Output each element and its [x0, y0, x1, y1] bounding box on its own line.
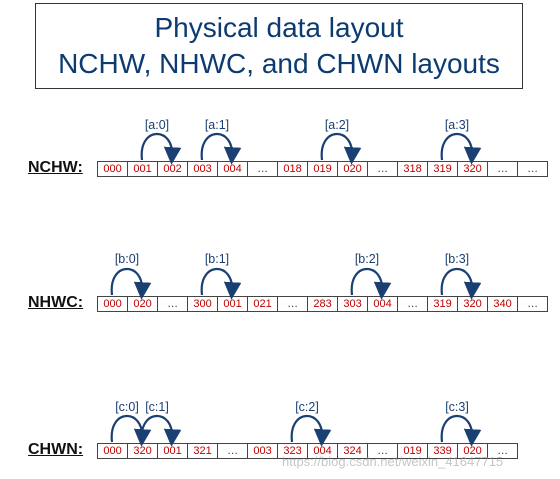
arc-arrow — [350, 267, 392, 300]
memory-cell: 000 — [97, 296, 129, 312]
arc-arrow — [440, 132, 482, 165]
memory-cell: … — [487, 443, 519, 459]
memory-cell: 303 — [337, 296, 369, 312]
arc-arrow — [440, 414, 482, 447]
memory-cell: 001 — [127, 161, 159, 177]
memory-cell: 018 — [277, 161, 309, 177]
memory-cell: 340 — [487, 296, 519, 312]
memory-cell: 321 — [187, 443, 219, 459]
memory-cell: 000 — [97, 443, 129, 459]
arc-arrow — [110, 267, 152, 300]
arc-label: [c:2] — [295, 400, 319, 414]
arc-label: [c:1] — [145, 400, 169, 414]
memory-cell: 003 — [187, 161, 219, 177]
arc-label: [a:0] — [144, 118, 170, 132]
memory-cell: 002 — [157, 161, 189, 177]
arc-arrow — [290, 414, 332, 447]
memory-cell: 020 — [127, 296, 159, 312]
memory-cell: 320 — [127, 443, 159, 459]
memory-cell: 318 — [397, 161, 429, 177]
arc-arrow — [110, 414, 152, 447]
memory-cell: 320 — [457, 161, 489, 177]
cell-strip: 000 001 002 003 004… 018 019 020… 318 319 320…… — [97, 161, 549, 177]
arc-arrow — [320, 132, 362, 165]
memory-cell: 004 — [307, 443, 339, 459]
memory-cell: 019 — [307, 161, 339, 177]
arc-label: [b:1] — [204, 252, 230, 266]
memory-cell: 320 — [457, 296, 489, 312]
memory-cell: … — [517, 161, 549, 177]
arc-arrow — [200, 267, 242, 300]
memory-cell: 003 — [247, 443, 279, 459]
arc-arrow — [440, 267, 482, 300]
memory-cell: 001 — [217, 296, 249, 312]
memory-cell: 319 — [427, 296, 459, 312]
memory-cell: 000 — [97, 161, 129, 177]
arc-label: [c:0] — [115, 400, 139, 414]
title-line-2: NCHW, NHWC, and CHWN layouts — [58, 48, 500, 79]
memory-cell: … — [217, 443, 249, 459]
title-box: Physical data layout NCHW, NHWC, and CHW… — [35, 3, 523, 89]
memory-cell: … — [157, 296, 189, 312]
row-label: CHWN: — [28, 441, 84, 458]
arc-label: [c:3] — [445, 400, 469, 414]
arc-label: [b:0] — [114, 252, 140, 266]
cell-strip: 000 320 001 321… 003 323 004 324… 019 339 020… — [97, 443, 519, 459]
arc-label: [a:3] — [444, 118, 470, 132]
watermark: https://blog.csdn.net/weixin_41647715 — [282, 454, 504, 469]
memory-cell: … — [487, 161, 519, 177]
arc-label: [b:2] — [354, 252, 380, 266]
arc-label: [a:1] — [204, 118, 230, 132]
memory-cell: 001 — [157, 443, 189, 459]
memory-cell: 021 — [247, 296, 279, 312]
title-line-1: Physical data layout — [154, 12, 404, 43]
memory-cell: 004 — [217, 161, 249, 177]
arc-label: [a:2] — [324, 118, 350, 132]
arc-arrow — [140, 132, 182, 165]
memory-cell: … — [277, 296, 309, 312]
memory-cell: … — [247, 161, 279, 177]
memory-cell: 339 — [427, 443, 459, 459]
arc-arrow — [140, 414, 182, 447]
cell-strip: 000 020… 300 001 021… 283 303 004… 319 320 340… — [97, 296, 549, 312]
memory-cell: … — [367, 161, 399, 177]
row-label: NCHW: — [28, 159, 83, 176]
memory-cell: 283 — [307, 296, 339, 312]
memory-cell: … — [397, 296, 429, 312]
memory-cell: 020 — [337, 161, 369, 177]
memory-cell: 004 — [367, 296, 399, 312]
memory-cell: 019 — [397, 443, 429, 459]
memory-cell: … — [517, 296, 549, 312]
memory-cell: 020 — [457, 443, 489, 459]
arc-arrow — [200, 132, 242, 165]
memory-cell: 300 — [187, 296, 219, 312]
memory-cell: 319 — [427, 161, 459, 177]
row-label: NHWC: — [28, 294, 84, 311]
arc-label: [b:3] — [444, 252, 470, 266]
